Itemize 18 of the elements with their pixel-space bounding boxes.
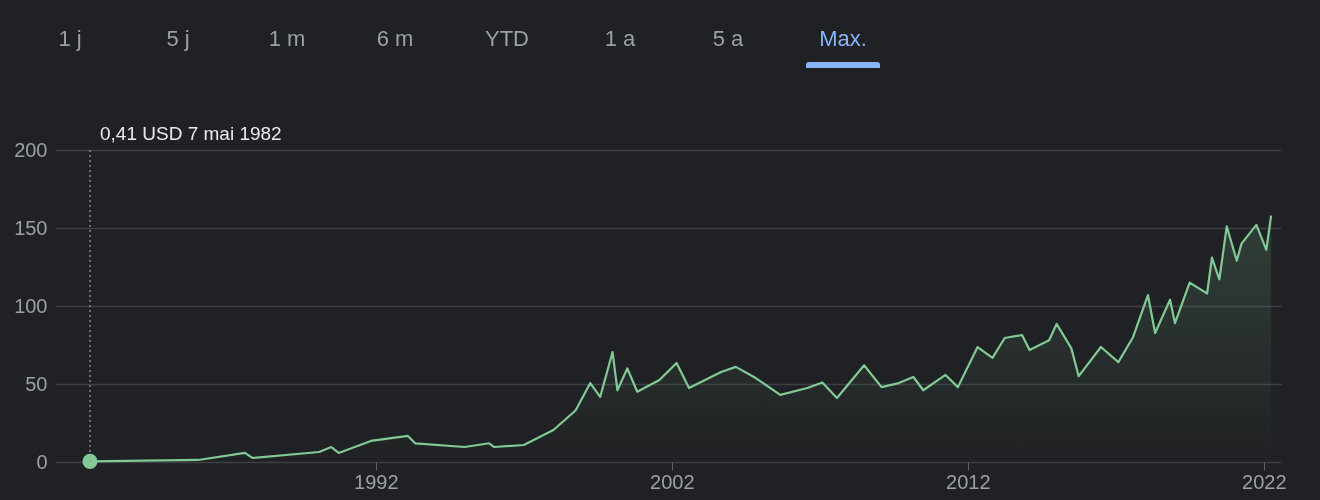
x-tick-label: 1992 <box>354 470 399 493</box>
ref-line-label: 0,41 USD 7 mai 1982 <box>100 123 282 144</box>
text: 5 j <box>165 26 191 52</box>
x-tick-label: 2012 <box>946 470 991 493</box>
text: 6 m <box>375 26 415 52</box>
text: 1 a <box>603 26 637 52</box>
text: 1 m <box>267 26 307 52</box>
y-tick-label: 50 <box>25 372 48 395</box>
text: Max. <box>818 26 868 52</box>
x-tick-label: 2002 <box>650 470 695 493</box>
text: 5 a <box>711 26 745 52</box>
x-tick-label: 2022 <box>1242 470 1287 493</box>
y-tick-label: 200 <box>14 138 48 161</box>
y-tick-label: 150 <box>14 216 48 239</box>
y-tick-label: 100 <box>14 294 48 317</box>
text: YTD <box>484 26 530 52</box>
text: 1 j <box>57 26 83 52</box>
y-tick-label: 0 <box>36 450 48 473</box>
